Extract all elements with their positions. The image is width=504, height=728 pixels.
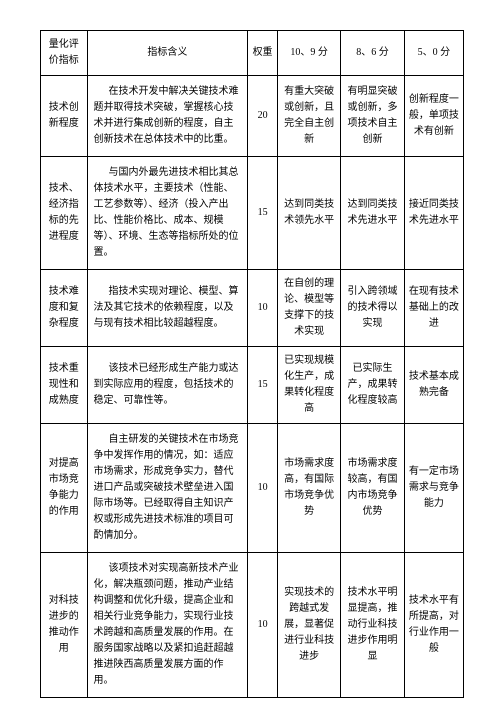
table-row: 对提高市场竞争能力的作用 自主研发的关键技术在市场竞争中发挥作用的情况，如：适应… [41,424,464,553]
cell-indicator: 技术、经济指标的先进程度 [41,157,88,270]
cell-score1: 已实现规模化生产，成果转化程度高 [277,347,340,424]
cell-meaning: 自主研发的关键技术在市场竞争中发挥作用的情况，如：适应市场需求，形成竞争实力，替… [87,424,248,553]
cell-score2: 有明显突破或创新，多项技术自主创新 [341,76,404,157]
cell-indicator: 技术难度和复杂程度 [41,270,88,347]
header-indicator: 量化评价指标 [41,31,88,76]
cell-weight: 10 [248,553,278,698]
header-meaning: 指标含义 [87,31,248,76]
cell-weight: 15 [248,157,278,270]
table-row: 技术重现性和成熟度 该技术已经形成生产能力或达到实际应用的程度，包括技术的稳定、… [41,347,464,424]
cell-score3: 技术基本成熟完备 [404,347,463,424]
cell-indicator: 技术创新程度 [41,76,88,157]
table-row: 技术难度和复杂程度 指技术实现对理论、模型、算法及其它技术的依赖程度，以及与现有… [41,270,464,347]
cell-score3: 技术水平有所提高，对行业作用一般 [404,553,463,698]
table-row: 对科技进步的推动作用 该项技术对实现高新技术产业化，解决瓶颈问题，推动产业结构调… [41,553,464,698]
header-weight: 权重 [248,31,278,76]
cell-score2: 引入跨领域的技术得以实现 [341,270,404,347]
cell-meaning: 指技术实现对理论、模型、算法及其它技术的依赖程度，以及与现有技术相比较超越程度。 [87,270,248,347]
header-score3: 5、0 分 [404,31,463,76]
header-score1: 10、9 分 [277,31,340,76]
cell-meaning: 与国内外最先进技术相比其总体技术水平，主要技术（性能、工艺参数等）、经济（投入产… [87,157,248,270]
cell-indicator: 技术重现性和成熟度 [41,347,88,424]
cell-meaning: 该技术已经形成生产能力或达到实际应用的程度，包括技术的稳定、可靠性等。 [87,347,248,424]
cell-indicator: 对科技进步的推动作用 [41,553,88,698]
cell-indicator: 对提高市场竞争能力的作用 [41,424,88,553]
cell-weight: 20 [248,76,278,157]
evaluation-table: 量化评价指标 指标含义 权重 10、9 分 8、6 分 5、0 分 技术创新程度… [40,30,464,698]
cell-score1: 有重大突破或创新，且完全自主创新 [277,76,340,157]
cell-score2: 市场需求度较高，有国内市场竞争优势 [341,424,404,553]
table-row: 技术创新程度 在技术开发中解决关键技术难题并取得技术突破，掌握核心技术并进行集成… [41,76,464,157]
cell-score1: 在自创的理论、模型等支撑下的技术实现 [277,270,340,347]
cell-score1: 实现技术的跨越式发展，显著促进行业科技进步 [277,553,340,698]
cell-score2: 达到同类技术先进水平 [341,157,404,270]
cell-score2: 已实际生产，成果转化程度较高 [341,347,404,424]
table-header-row: 量化评价指标 指标含义 权重 10、9 分 8、6 分 5、0 分 [41,31,464,76]
cell-score3: 在现有技术基础上的改进 [404,270,463,347]
cell-score3: 接近同类技术先进水平 [404,157,463,270]
cell-weight: 10 [248,270,278,347]
cell-meaning: 该项技术对实现高新技术产业化，解决瓶颈问题，推动产业结构调整和优化升级，提高企业… [87,553,248,698]
cell-meaning: 在技术开发中解决关键技术难题并取得技术突破，掌握核心技术并进行集成创新的程度，自… [87,76,248,157]
cell-score1: 达到同类技术领先水平 [277,157,340,270]
cell-score3: 创新程度一般，单项技术有创新 [404,76,463,157]
header-score2: 8、6 分 [341,31,404,76]
cell-score2: 技术水平明显提高，推动行业科技进步作用明显 [341,553,404,698]
cell-weight: 15 [248,347,278,424]
cell-score1: 市场需求度高，有国际市场竞争优势 [277,424,340,553]
table-row: 技术、经济指标的先进程度 与国内外最先进技术相比其总体技术水平，主要技术（性能、… [41,157,464,270]
cell-weight: 10 [248,424,278,553]
cell-score3: 有一定市场需求与竞争能力 [404,424,463,553]
